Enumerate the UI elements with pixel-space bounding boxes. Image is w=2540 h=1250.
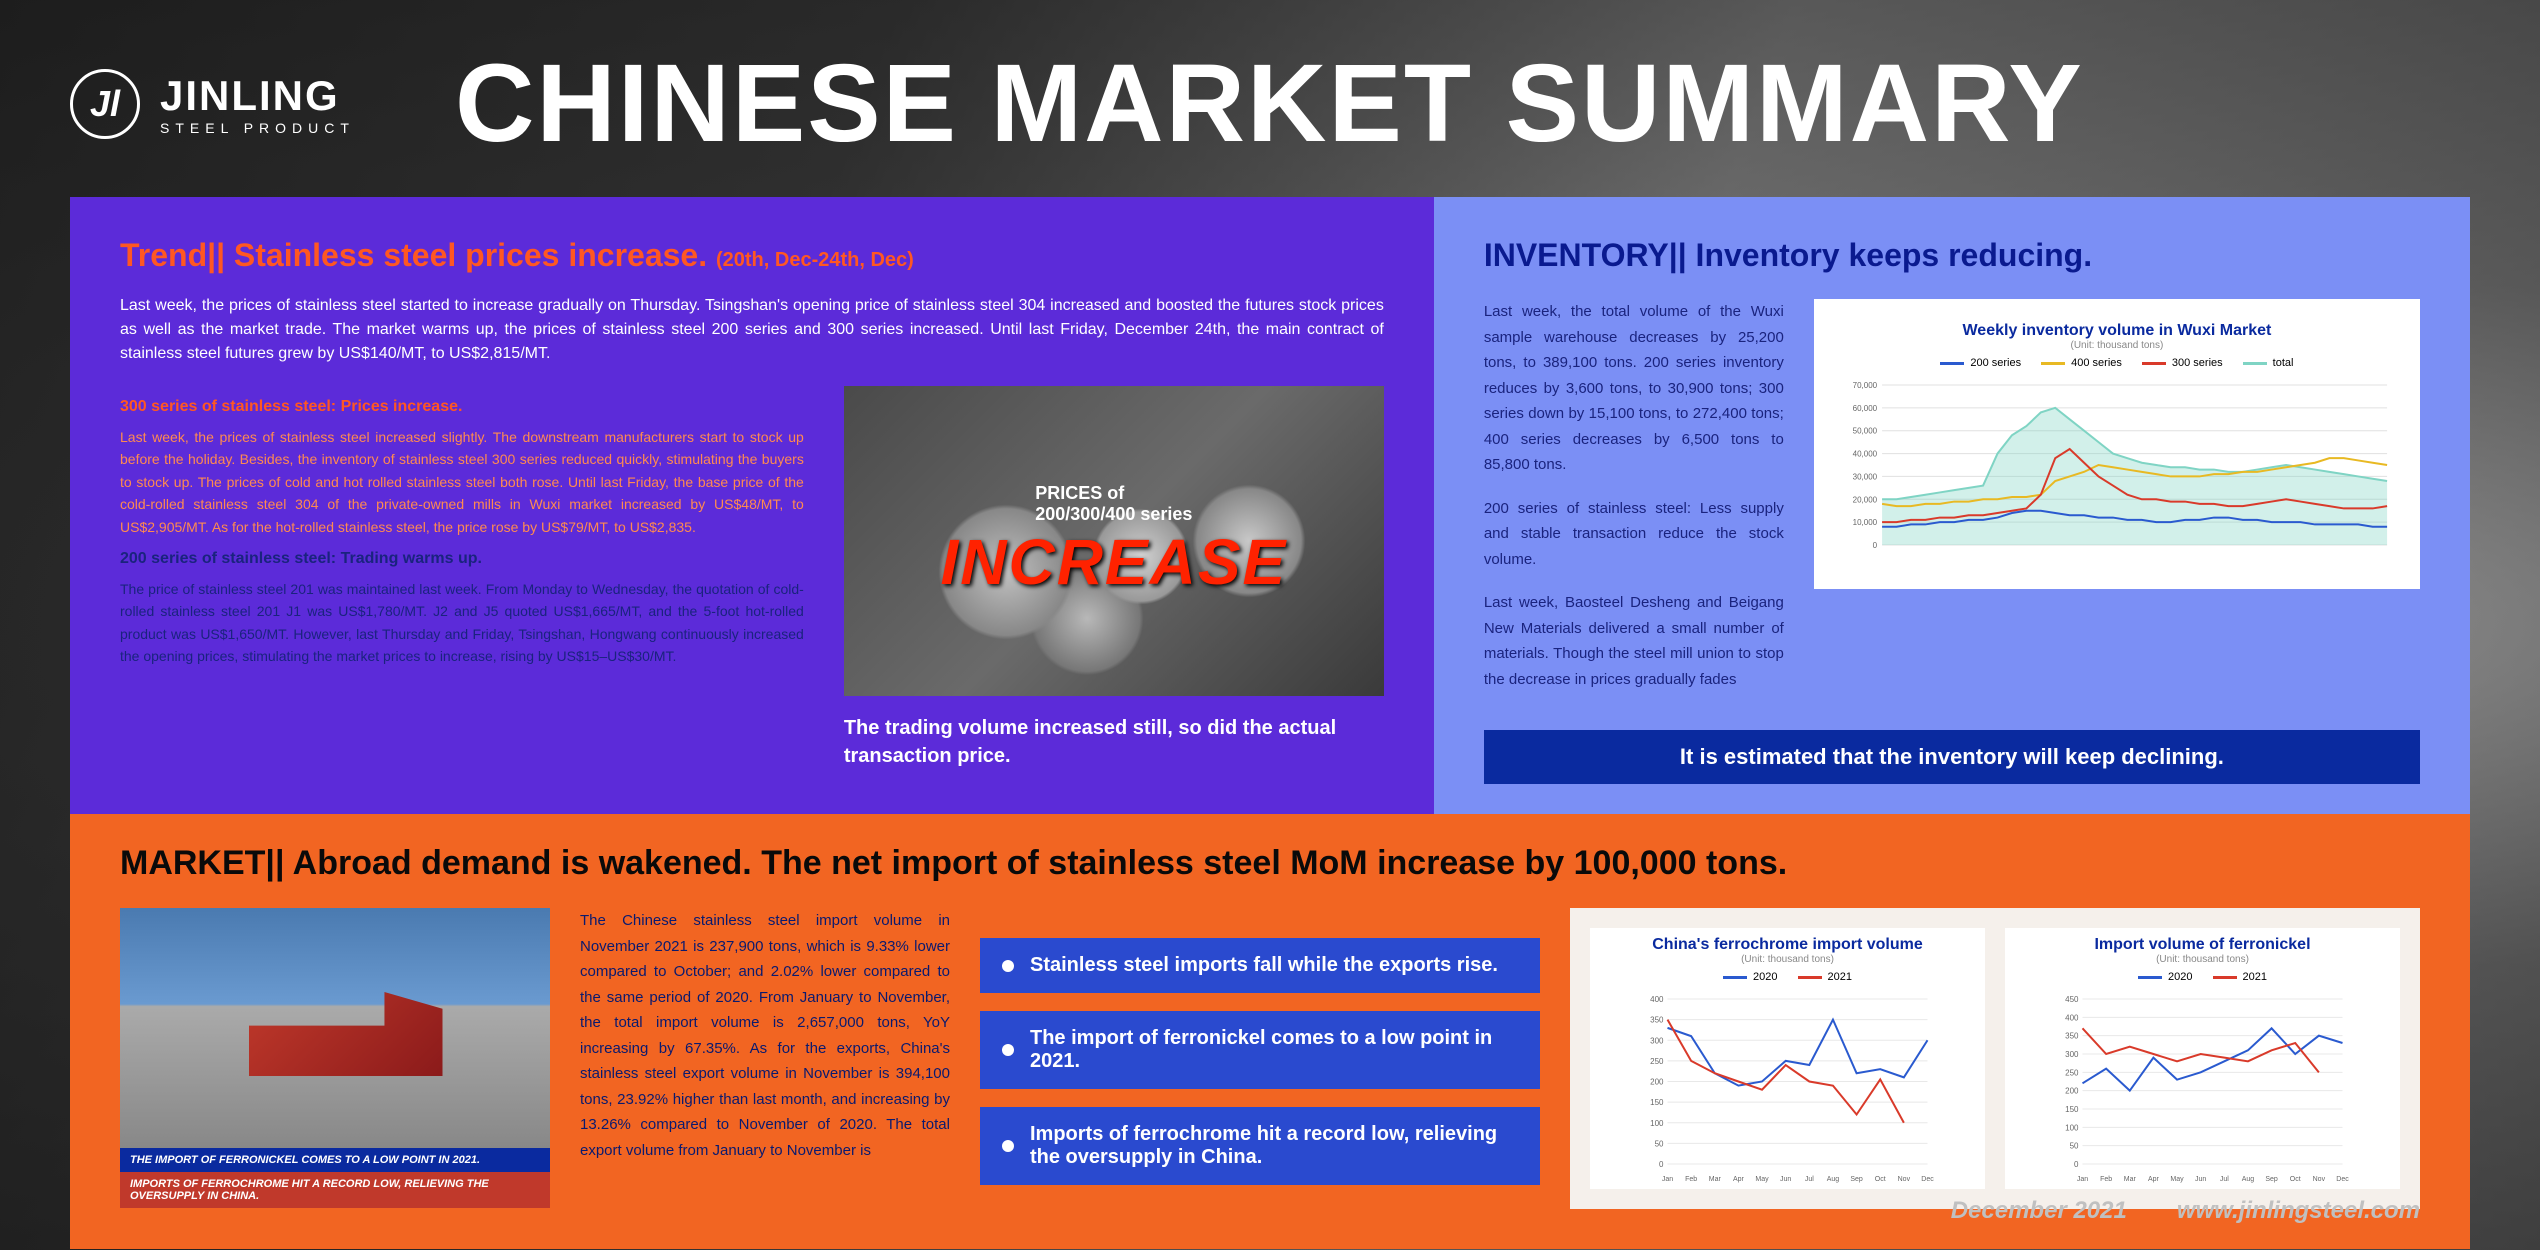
market-banner-1: THE IMPORT OF FERRONICKEL COMES TO A LOW… (120, 1148, 550, 1172)
increase-text: INCREASE (940, 525, 1287, 599)
page-footer: December 2021 www.jinlingsteel.com (1951, 1197, 2420, 1225)
footer-url: www.jinlingsteel.com (2177, 1197, 2420, 1225)
market-bullet: The import of ferronickel comes to a low… (980, 1011, 1540, 1089)
svg-text:20,000: 20,000 (1852, 495, 1877, 504)
svg-text:200: 200 (2065, 1087, 2079, 1096)
svg-text:200: 200 (1650, 1078, 1664, 1087)
section-200-heading: 200 series of stainless steel: Trading w… (120, 550, 804, 568)
ferrochrome-chart: China's ferrochrome import volume (Unit:… (1590, 928, 1985, 1189)
svg-text:Aug: Aug (1827, 1176, 1840, 1183)
svg-text:Jul: Jul (2220, 1176, 2229, 1183)
svg-text:400: 400 (2065, 1013, 2079, 1022)
svg-text:Feb: Feb (2100, 1176, 2112, 1183)
header: Jl JINLING STEEL PRODUCT CHINESE MARKET … (0, 0, 2540, 197)
svg-text:50,000: 50,000 (1852, 427, 1877, 436)
market-image (120, 908, 550, 1148)
svg-text:Nov: Nov (1898, 1176, 1911, 1183)
footer-date: December 2021 (1951, 1197, 2127, 1225)
svg-text:400: 400 (1650, 995, 1664, 1004)
svg-text:Sep: Sep (1850, 1176, 1863, 1183)
market-text: The Chinese stainless steel import volum… (580, 908, 950, 1209)
svg-text:Dec: Dec (2336, 1176, 2349, 1183)
inventory-text: Last week, the total volume of the Wuxi … (1484, 299, 1784, 710)
chart1-unit: (Unit: thousand tons) (1590, 954, 1985, 965)
svg-text:Mar: Mar (1709, 1176, 1722, 1183)
svg-text:Mar: Mar (2124, 1176, 2137, 1183)
market-bullet: Stainless steel imports fall while the e… (980, 938, 1540, 993)
svg-text:100: 100 (2065, 1123, 2079, 1132)
svg-text:350: 350 (1650, 1016, 1664, 1025)
svg-text:10,000: 10,000 (1852, 518, 1877, 527)
market-title: MARKET|| Abroad demand is wakened. The n… (120, 844, 2420, 883)
trend-panel: Trend|| Stainless steel prices increase.… (70, 197, 1434, 814)
svg-text:150: 150 (2065, 1105, 2079, 1114)
market-banner-2: IMPORTS OF FERROCHROME HIT A RECORD LOW,… (120, 1172, 550, 1208)
svg-text:Feb: Feb (1685, 1176, 1697, 1183)
svg-text:May: May (2170, 1176, 2184, 1183)
svg-text:Oct: Oct (2290, 1176, 2301, 1183)
section-300-heading: 300 series of stainless steel: Prices in… (120, 398, 804, 416)
logo: Jl JINLING STEEL PRODUCT (70, 69, 355, 139)
market-bullet: Imports of ferrochrome hit a record low,… (980, 1107, 1540, 1185)
svg-text:Jun: Jun (1780, 1176, 1791, 1183)
inventory-panel: INVENTORY|| Inventory keeps reducing. La… (1434, 197, 2470, 814)
svg-text:60,000: 60,000 (1852, 404, 1877, 413)
svg-text:450: 450 (2065, 995, 2079, 1004)
svg-text:70,000: 70,000 (1852, 381, 1877, 390)
svg-text:350: 350 (2065, 1032, 2079, 1041)
inventory-footer: It is estimated that the inventory will … (1484, 730, 2420, 784)
market-charts: China's ferrochrome import volume (Unit:… (1570, 908, 2420, 1209)
svg-text:Sep: Sep (2265, 1176, 2278, 1183)
market-bullets: Stainless steel imports fall while the e… (980, 908, 1540, 1209)
svg-text:Jan: Jan (2077, 1176, 2088, 1183)
ferronickel-chart: Import volume of ferronickel (Unit: thou… (2005, 928, 2400, 1189)
section-300-text: Last week, the prices of stainless steel… (120, 426, 804, 538)
image-prices-label: PRICES of200/300/400 series (1035, 483, 1192, 525)
svg-text:0: 0 (1659, 1160, 1664, 1169)
market-panel: MARKET|| Abroad demand is wakened. The n… (70, 814, 2470, 1249)
svg-text:100: 100 (1650, 1119, 1664, 1128)
svg-text:0: 0 (2074, 1160, 2079, 1169)
trend-title: Trend|| Stainless steel prices increase.… (120, 237, 1384, 274)
chart2-title: Import volume of ferronickel (2005, 928, 2400, 954)
section-200-text: The price of stainless steel 201 was mai… (120, 578, 804, 668)
svg-text:30,000: 30,000 (1852, 472, 1877, 481)
svg-text:Aug: Aug (2242, 1176, 2255, 1183)
brand-subtitle: STEEL PRODUCT (160, 120, 355, 136)
svg-text:150: 150 (1650, 1098, 1664, 1107)
inventory-chart-unit: (Unit: thousand tons) (1829, 340, 2405, 351)
chart1-title: China's ferrochrome import volume (1590, 928, 1985, 954)
svg-text:250: 250 (1650, 1057, 1664, 1066)
inventory-chart: Weekly inventory volume in Wuxi Market (… (1814, 299, 2420, 589)
svg-text:Nov: Nov (2313, 1176, 2326, 1183)
svg-text:250: 250 (2065, 1068, 2079, 1077)
steel-coil-image: PRICES of200/300/400 series INCREASE (844, 386, 1384, 696)
svg-text:May: May (1755, 1176, 1769, 1183)
chart2-unit: (Unit: thousand tons) (2005, 954, 2400, 965)
svg-text:Jan: Jan (1662, 1176, 1673, 1183)
svg-text:50: 50 (2070, 1142, 2079, 1151)
svg-text:300: 300 (1650, 1036, 1664, 1045)
svg-text:0: 0 (1872, 541, 1877, 550)
logo-icon: Jl (70, 69, 140, 139)
svg-text:Dec: Dec (1921, 1176, 1934, 1183)
svg-text:Oct: Oct (1875, 1176, 1886, 1183)
svg-text:40,000: 40,000 (1852, 450, 1877, 459)
trend-image-caption: The trading volume increased still, so d… (844, 714, 1384, 770)
page-title: CHINESE MARKET SUMMARY (455, 40, 2084, 167)
svg-text:Jun: Jun (2195, 1176, 2206, 1183)
brand-name: JINLING (160, 72, 355, 120)
inventory-title: INVENTORY|| Inventory keeps reducing. (1484, 237, 2420, 274)
trend-intro: Last week, the prices of stainless steel… (120, 294, 1384, 366)
inventory-chart-title: Weekly inventory volume in Wuxi Market (1829, 314, 2405, 340)
svg-text:50: 50 (1655, 1139, 1664, 1148)
svg-text:Apr: Apr (1733, 1176, 1745, 1183)
svg-text:Jul: Jul (1805, 1176, 1814, 1183)
market-image-block: THE IMPORT OF FERRONICKEL COMES TO A LOW… (120, 908, 550, 1209)
svg-text:300: 300 (2065, 1050, 2079, 1059)
svg-text:Apr: Apr (2148, 1176, 2160, 1183)
